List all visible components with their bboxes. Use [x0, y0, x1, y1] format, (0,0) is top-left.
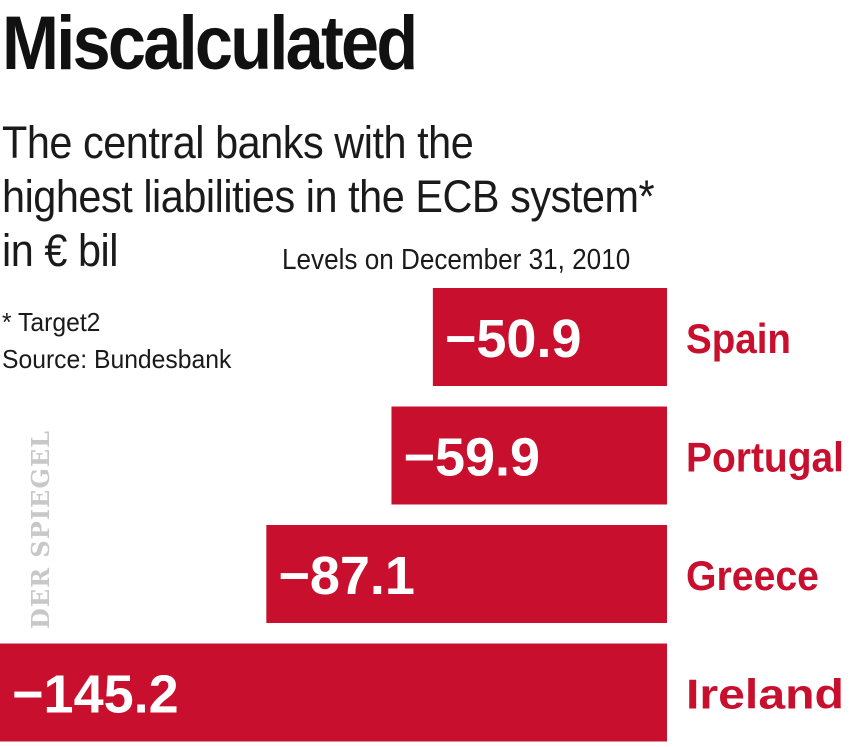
category-label-greece: Greece: [686, 552, 819, 599]
bar-ireland: [0, 643, 667, 742]
category-label-ireland: Ireland: [686, 671, 844, 718]
chart-subtitle: The central banks with the highest liabi…: [2, 116, 738, 278]
subtitle-line-3: in € bil: [2, 225, 118, 276]
category-label-spain: Spain: [686, 315, 791, 362]
bar-spain: [432, 288, 667, 386]
bar-greece: [266, 525, 667, 623]
footnote-asterisk: * Target2: [2, 307, 101, 337]
date-note: Levels on December 31, 2010: [282, 244, 631, 276]
bar-portugal: [391, 406, 667, 505]
value-label-ireland: −145.2: [12, 665, 179, 725]
value-label-portugal: −59.9: [403, 428, 540, 488]
subtitle-line-2: highest liabilities in the ECB system*: [2, 171, 655, 222]
footnote: * Target2 Source: Bundesbank: [2, 304, 231, 378]
subtitle-line-1: The central banks with the: [2, 117, 474, 168]
value-label-spain: −50.9: [445, 309, 582, 369]
chart-title: Miscalculated: [2, 1, 418, 86]
value-label-greece: −87.1: [278, 546, 415, 606]
source-note: Source: Bundesbank: [2, 344, 232, 374]
category-label-portugal: Portugal: [686, 434, 844, 481]
